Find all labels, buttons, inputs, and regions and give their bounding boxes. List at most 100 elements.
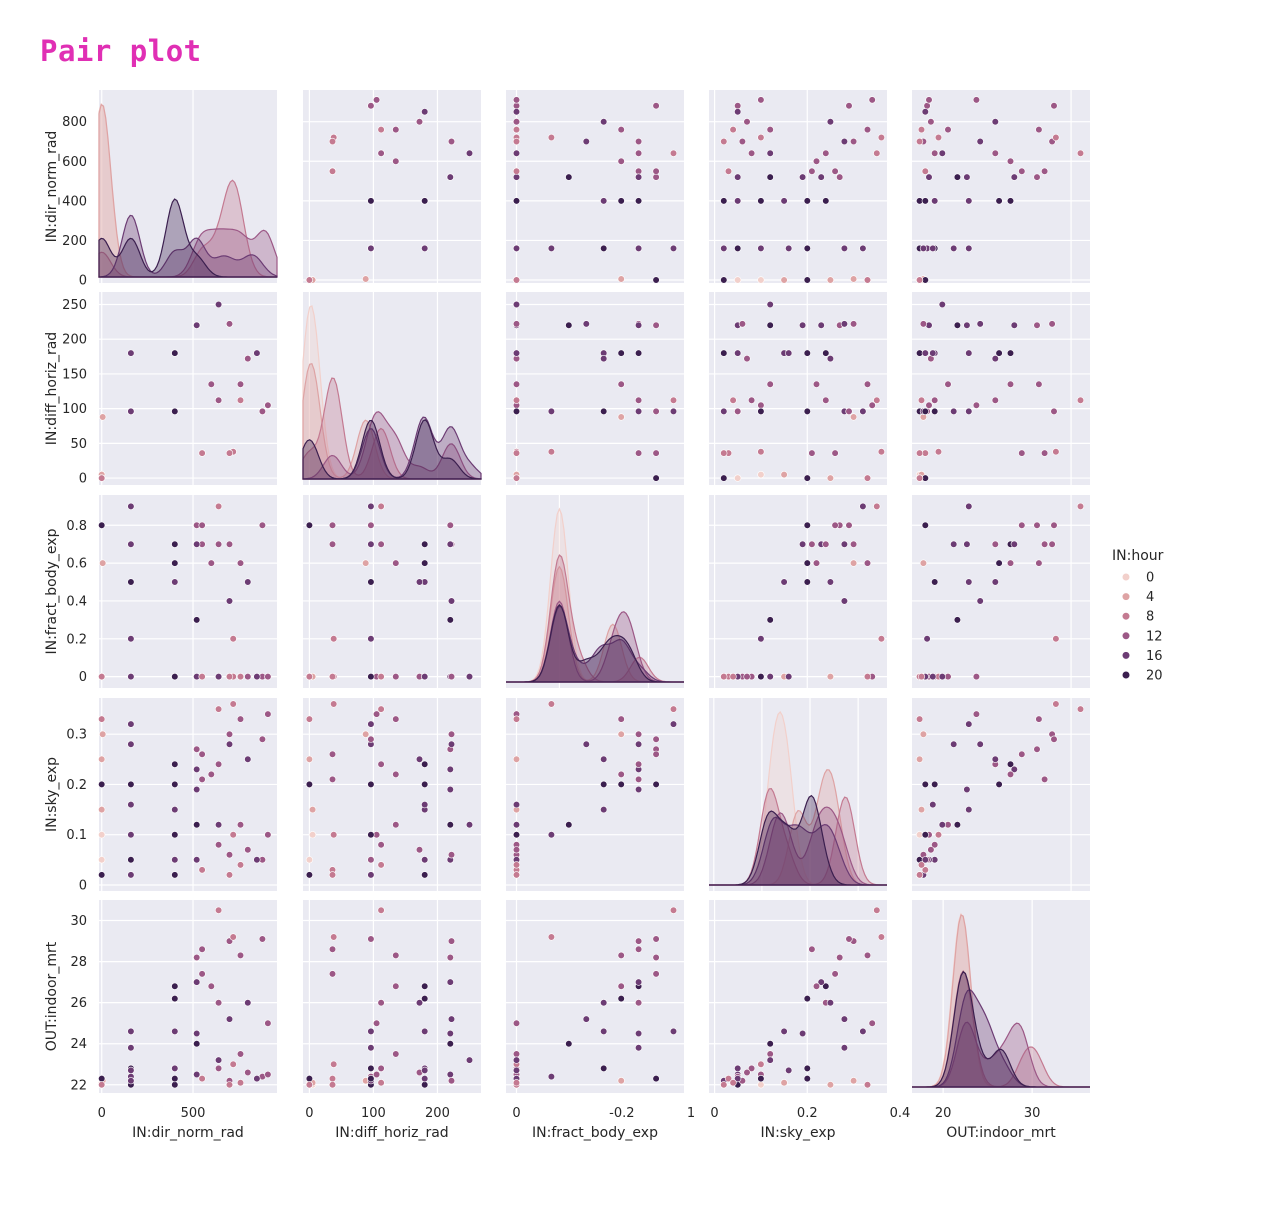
scatter-point — [965, 244, 973, 252]
scatter-point — [915, 715, 924, 723]
scatter-point — [330, 933, 338, 941]
scatter-point — [512, 126, 521, 134]
scatter-point — [1052, 700, 1060, 708]
scatter-point — [634, 321, 643, 329]
scatter-point — [652, 449, 660, 457]
panel-IN:dir_norm_rad-vs-IN:sky_exp — [709, 90, 887, 284]
scatter-point — [512, 300, 521, 309]
scatter-point — [724, 1074, 733, 1083]
scatter-point — [780, 197, 788, 205]
panel-background — [303, 900, 481, 1093]
scatter-point — [465, 672, 474, 681]
scatter-point — [849, 320, 858, 328]
scatter-point — [1033, 173, 1041, 181]
scatter-point — [309, 805, 317, 814]
x-tick-label: 0.2 — [797, 1106, 818, 1121]
scatter-point — [617, 1077, 625, 1085]
scatter-point — [229, 635, 237, 643]
scatter-point — [446, 821, 454, 829]
panel-background — [709, 698, 887, 891]
scatter-point — [377, 861, 385, 869]
scatter-point — [328, 750, 337, 758]
scatter-point — [421, 982, 429, 990]
scatter-point — [447, 597, 456, 605]
scatter-point — [244, 755, 252, 763]
scatter-point — [236, 861, 245, 869]
scatter-point — [840, 1015, 849, 1023]
y-axis-label: IN:fract_body_exp — [44, 528, 60, 654]
scatter-point — [1076, 149, 1085, 157]
scatter-point — [305, 1081, 314, 1089]
scatter-point — [582, 320, 590, 328]
scatter-point — [512, 449, 521, 457]
scatter-point — [264, 1070, 272, 1079]
x-tick-label: -0.2 — [609, 1106, 634, 1121]
scatter-point — [634, 978, 643, 986]
scatter-point — [757, 244, 765, 252]
scatter-point — [634, 173, 643, 181]
panel-IN:sky_exp-vs-IN:sky_exp — [709, 698, 887, 891]
scatter-point — [991, 540, 999, 548]
scatter-point — [669, 407, 678, 416]
scatter-point — [766, 300, 774, 309]
panel-IN:diff_horiz_rad-vs-IN:fract_body_exp — [506, 292, 684, 485]
scatter-point — [934, 133, 943, 142]
scatter-point — [1033, 521, 1041, 529]
scatter-point — [215, 1056, 223, 1064]
scatter-point — [1006, 380, 1015, 388]
scatter-point — [915, 137, 924, 146]
scatter-point — [849, 540, 858, 548]
scatter-point — [1035, 715, 1043, 723]
panel-OUT:indoor_mrt-vs-IN:diff_horiz_rad — [303, 900, 481, 1093]
scatter-point — [198, 672, 206, 681]
x-axis-label: OUT:indoor_mrt — [946, 1125, 1056, 1141]
scatter-point — [1033, 745, 1041, 753]
scatter-point — [512, 474, 521, 482]
scatter-point — [367, 1027, 375, 1035]
scatter-point — [127, 540, 135, 548]
scatter-point — [367, 871, 375, 879]
scatter-point — [1006, 760, 1015, 768]
scatter-point — [747, 1064, 756, 1072]
panel-IN:dir_norm_rad-vs-OUT:indoor_mrt — [912, 90, 1090, 284]
scatter-point — [873, 149, 881, 157]
x-axis-label: IN:sky_exp — [760, 1125, 835, 1141]
scatter-point — [582, 137, 590, 146]
scatter-point — [392, 672, 400, 681]
scatter-point — [377, 502, 385, 511]
scatter-point — [565, 821, 573, 829]
scatter-point — [582, 1015, 590, 1023]
scatter-point — [991, 355, 999, 363]
scatter-point — [373, 1070, 381, 1079]
scatter-point — [127, 407, 135, 416]
scatter-point — [367, 856, 375, 864]
scatter-point — [171, 1074, 179, 1083]
scatter-point — [826, 355, 835, 363]
scatter-point — [826, 118, 835, 126]
scatter-point — [634, 785, 643, 794]
scatter-point — [253, 856, 261, 864]
scatter-point — [330, 635, 338, 643]
scatter-point — [171, 407, 179, 416]
scatter-point — [1050, 407, 1058, 416]
scatter-point — [415, 578, 424, 586]
scatter-point — [757, 407, 765, 416]
scatter-point — [447, 1077, 456, 1085]
scatter-point — [305, 1074, 314, 1083]
scatter-point — [931, 841, 939, 849]
scatter-point — [392, 982, 400, 990]
scatter-point — [873, 396, 881, 404]
scatter-point — [652, 750, 660, 758]
panel-background — [912, 292, 1090, 485]
y-tick-label: 150 — [62, 367, 87, 382]
scatter-point — [215, 841, 223, 849]
panel-IN:sky_exp-vs-IN:fract_body_exp — [506, 698, 684, 891]
scatter-point — [863, 559, 872, 567]
scatter-point — [859, 407, 867, 416]
scatter-point — [305, 755, 314, 763]
scatter-point — [652, 321, 660, 329]
scatter-point — [446, 616, 454, 624]
y-tick-label: 0.2 — [66, 632, 87, 647]
scatter-point — [236, 380, 245, 388]
panel-IN:diff_horiz_rad-vs-IN:sky_exp — [709, 292, 887, 485]
